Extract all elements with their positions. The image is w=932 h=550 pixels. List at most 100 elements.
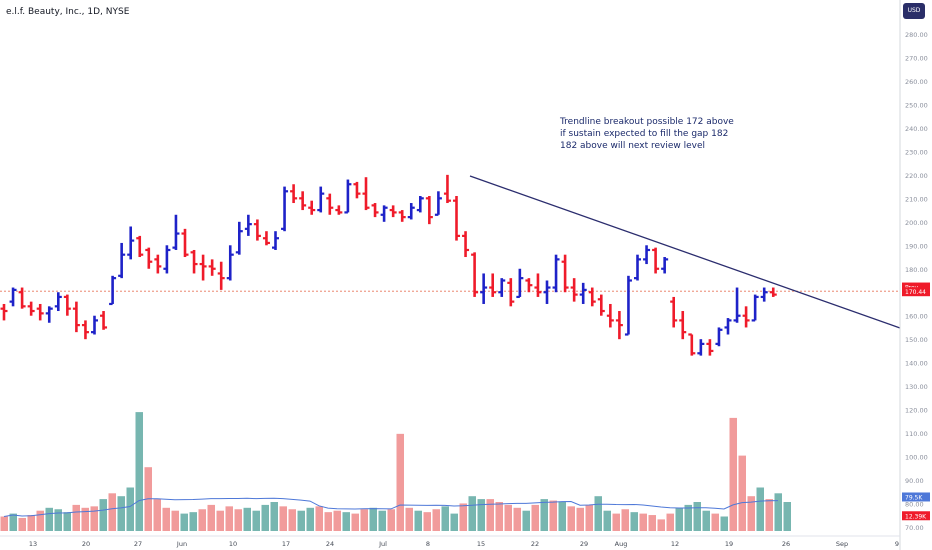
volume-bar: [531, 504, 539, 531]
currency-badge[interactable]: USD: [903, 3, 925, 19]
ohlc-bar: [109, 275, 117, 306]
volume-ma-line: [3, 497, 779, 517]
volume-value-label: 12.39K: [905, 513, 927, 520]
volume-bar: [747, 496, 755, 531]
volume-bar: [126, 487, 134, 531]
ohlc-bar: [145, 247, 153, 269]
ohlc-bar: [760, 287, 768, 302]
ohlc-bar: [299, 191, 307, 211]
ohlc-bar: [127, 226, 135, 260]
annotation-line: if sustain expected to fill the gap 182: [560, 129, 729, 139]
ohlc-bar: [597, 294, 605, 316]
ohlc-bar: [507, 278, 515, 307]
volume-bar: [342, 512, 350, 531]
volume-bar: [549, 500, 557, 531]
y-tick-label: 160.00: [905, 313, 928, 321]
y-tick-label: 250.00: [905, 101, 928, 109]
volume-bar: [423, 512, 431, 531]
x-tick-label: 29: [580, 540, 588, 548]
volume-bar: [675, 507, 683, 531]
ohlc-bar: [416, 195, 424, 213]
volume-bar: [54, 509, 62, 531]
volume-bar: [603, 510, 611, 531]
volume-bar: [378, 510, 386, 531]
volume-bar: [72, 504, 80, 531]
ohlc-bar: [561, 254, 569, 293]
y-tick-label: 230.00: [905, 148, 928, 156]
volume-bar: [738, 455, 746, 531]
ohlc-bar: [715, 327, 723, 347]
x-tick-label: 15: [477, 540, 485, 548]
trendline: [469, 175, 901, 329]
ohlc-bar: [697, 339, 705, 356]
ohlc-bar: [769, 287, 777, 297]
ohlc-bar: [643, 245, 651, 265]
ohlc-bar: [45, 306, 53, 323]
volume-bar: [720, 516, 728, 531]
volume-bar: [333, 510, 341, 531]
ohlc-bar: [733, 287, 741, 323]
ohlc-bar: [443, 174, 451, 204]
volume-bar: [27, 515, 35, 531]
ohlc-bar: [525, 278, 533, 293]
volume-bar: [135, 412, 143, 531]
ohlc-bar: [163, 245, 171, 274]
volume-bar: [666, 513, 674, 531]
x-tick-label: 12: [671, 540, 679, 548]
y-tick-label: 150.00: [905, 336, 928, 344]
ohlc-bar: [199, 254, 207, 281]
y-tick-label: 80.00: [905, 501, 924, 509]
volume-bar: [774, 493, 782, 531]
volume-bar: [387, 509, 395, 531]
ohlc-bar: [100, 311, 108, 330]
volume-bar: [36, 510, 44, 531]
y-tick-label: 120.00: [905, 407, 928, 415]
trendline-path[interactable]: [469, 175, 901, 329]
y-tick-label: 260.00: [905, 78, 928, 86]
ohlc-bar: [63, 294, 71, 316]
ohlc-bars: [0, 174, 777, 356]
time-axis: 13 20 27 Jun 10 17 24 Jul 8 15 22 29 Aug 12 19 26 Sep 9: [0, 535, 900, 548]
ohlc-bar: [217, 261, 225, 290]
chart-title: e.l.f. Beauty, Inc., 1D, NYSE: [6, 7, 130, 17]
volume-bar: [576, 507, 584, 531]
ohlc-bar: [751, 294, 759, 322]
volume-bar: [765, 499, 773, 531]
ohlc-bar: [398, 210, 406, 222]
annotation-line: Trendline breakout possible 172 above: [560, 117, 734, 127]
volume-bar: [270, 502, 278, 531]
ohlc-bar: [344, 179, 352, 214]
ohlc-bar: [471, 252, 479, 297]
ohlc-bar: [136, 235, 144, 258]
annotation-line: 182 above will next review level: [560, 141, 706, 151]
y-tick-label: 110.00: [905, 430, 928, 438]
volume-bar: [396, 433, 404, 531]
ohlc-bar: [552, 254, 560, 293]
volume-bar: [729, 417, 737, 531]
volume-bar: [9, 513, 17, 531]
y-tick-label: 140.00: [905, 360, 928, 368]
volume-bar: [261, 504, 269, 531]
y-tick-label: 190.00: [905, 242, 928, 250]
y-tick-label: 90.00: [905, 477, 924, 485]
x-tick-label: 22: [531, 540, 539, 548]
volume-bar: [693, 502, 701, 531]
volume-bar: [216, 510, 224, 531]
ohlc-bar: [688, 333, 696, 356]
volume-bar: [189, 512, 197, 531]
volume-bar: [657, 519, 665, 531]
ohlc-bar: [543, 280, 551, 304]
ohlc-bar: [353, 181, 361, 199]
volume-bar: [558, 502, 566, 531]
x-tick-label: 27: [134, 540, 142, 548]
ohlc-bar: [606, 303, 614, 328]
ohlc-bar: [371, 203, 379, 218]
volume-bar: [567, 506, 575, 531]
volume-bar: [153, 499, 161, 531]
ohlc-bar: [36, 303, 44, 321]
volume-bar: [477, 499, 485, 531]
ohlc-bar: [489, 273, 497, 297]
volume-bar: [459, 503, 467, 531]
volume-bar: [315, 506, 323, 531]
